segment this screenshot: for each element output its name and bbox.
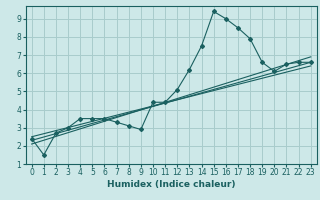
X-axis label: Humidex (Indice chaleur): Humidex (Indice chaleur): [107, 180, 236, 189]
